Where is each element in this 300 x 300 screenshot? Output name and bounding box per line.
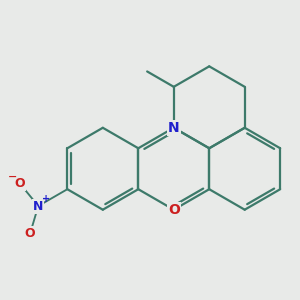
Text: O: O	[168, 203, 180, 217]
Text: O: O	[25, 227, 35, 240]
Text: +: +	[42, 194, 50, 204]
Text: O: O	[14, 177, 25, 190]
Text: N: N	[33, 200, 44, 212]
Text: N: N	[168, 121, 180, 135]
Text: −: −	[8, 172, 17, 182]
